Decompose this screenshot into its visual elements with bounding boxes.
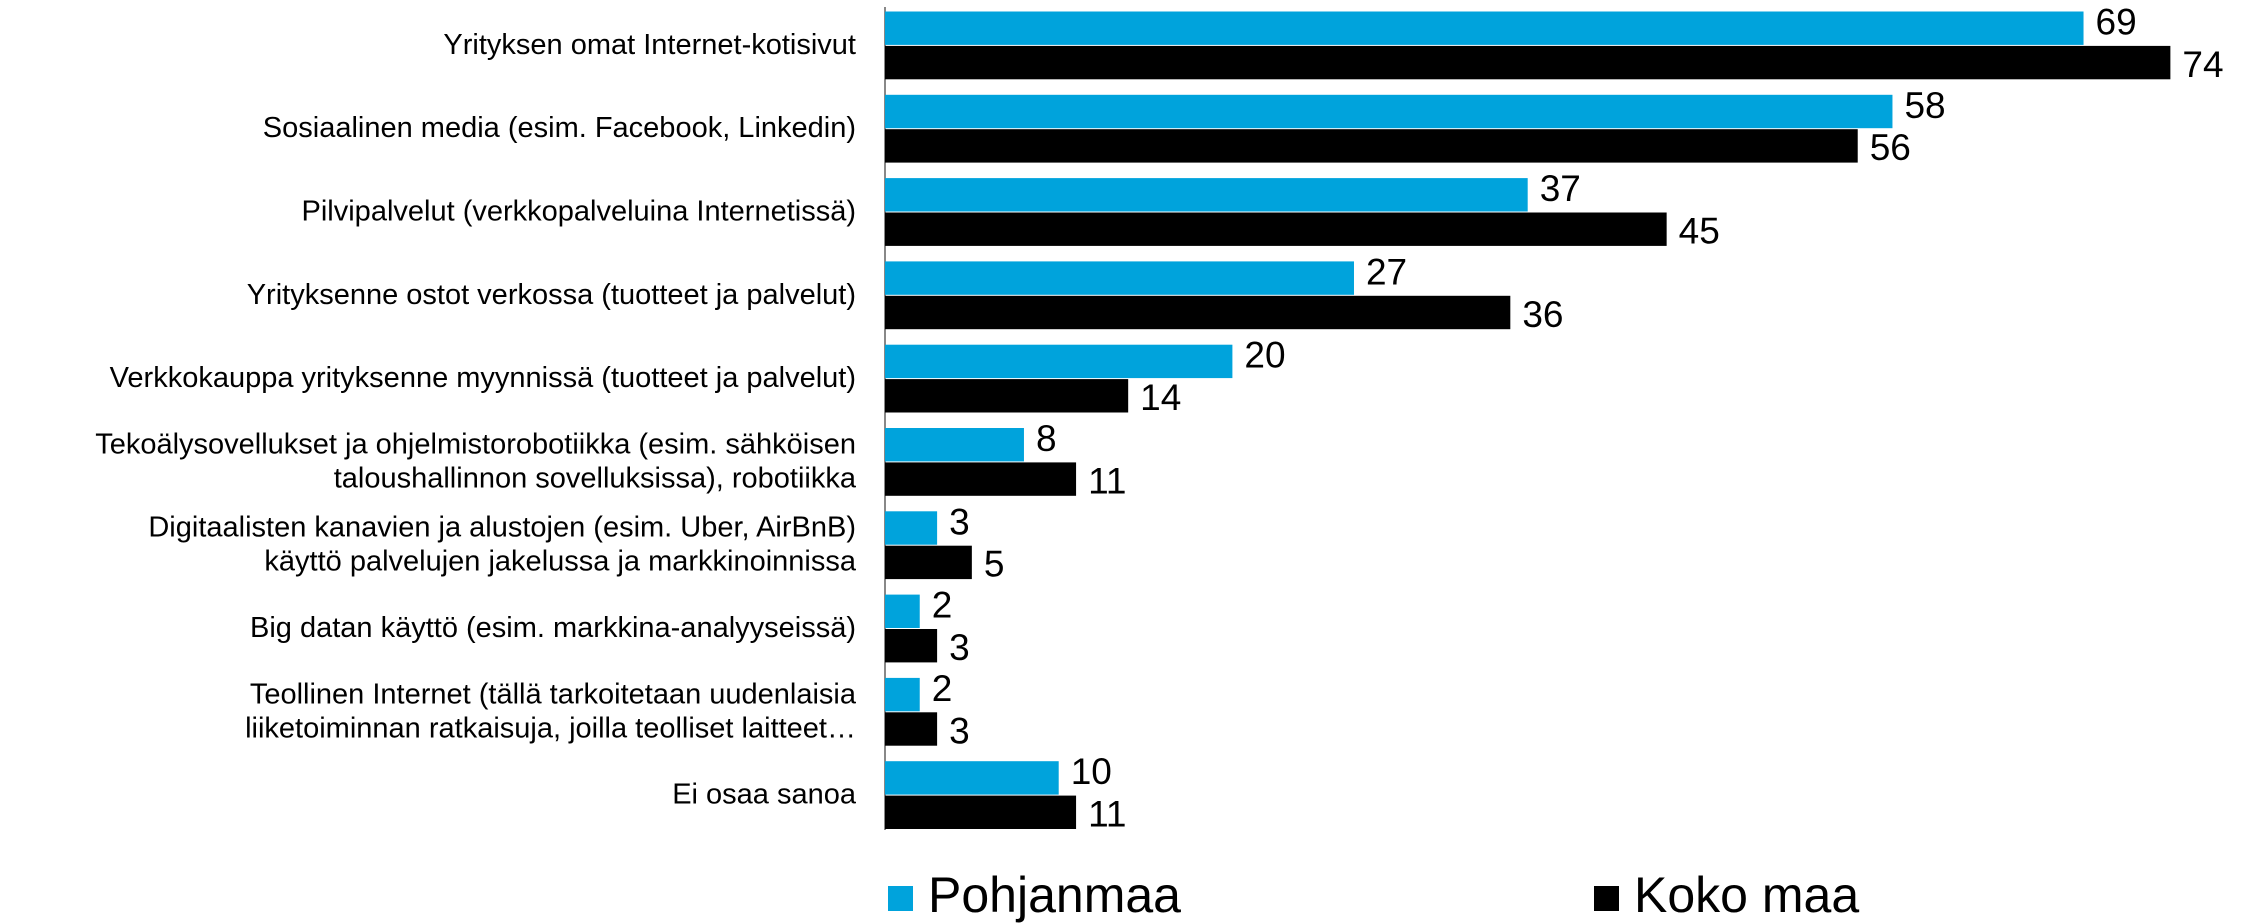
legend-label: Koko maa [1634, 867, 1859, 923]
bar [885, 462, 1077, 496]
bar [885, 379, 1129, 413]
value-label: 56 [1870, 127, 1911, 168]
value-label: 74 [2182, 44, 2223, 85]
value-label: 36 [1522, 294, 1563, 335]
bar [885, 295, 1511, 330]
value-label: 58 [1904, 85, 1945, 126]
category-label: Yrityksen omat Internet-kotisivut [443, 29, 856, 61]
bar [885, 178, 1528, 212]
value-label: 14 [1140, 377, 1181, 418]
category-label: Pilvipalvelut (verkkopalveluina Internet… [302, 195, 856, 227]
value-label: 3 [949, 501, 970, 542]
category-label: Yrityksenne ostot verkossa (tuotteet ja … [247, 278, 856, 310]
value-label: 8 [1036, 418, 1057, 459]
bar [885, 129, 1858, 163]
bar [885, 428, 1024, 462]
value-label: 27 [1366, 251, 1407, 292]
bar [885, 344, 1233, 379]
category-label: Big datan käyttö (esim. markkina-analyys… [250, 612, 856, 644]
bar [885, 795, 1077, 829]
bar [885, 11, 2084, 45]
value-label: 20 [1244, 335, 1285, 376]
category-label: Tekoälysovellukset ja ohjelmistorobotiik… [95, 428, 857, 494]
bar [885, 511, 938, 545]
legend-swatch [888, 886, 913, 911]
value-label: 37 [1540, 168, 1581, 209]
value-label: 5 [984, 544, 1005, 585]
bar [885, 677, 920, 712]
bar [885, 545, 972, 580]
category-label: Ei osaa sanoa [672, 778, 857, 810]
value-label: 10 [1071, 751, 1112, 792]
value-label: 69 [2096, 1, 2137, 42]
legend-swatch [1594, 886, 1619, 911]
category-label: Digitaalisten kanavien ja alustojen (esi… [148, 511, 857, 577]
category-label: Teollinen Internet (tällä tarkoitetaan u… [245, 678, 857, 744]
bar [885, 629, 938, 663]
legend-label: Pohjanmaa [928, 867, 1181, 923]
value-label: 45 [1679, 210, 1720, 251]
value-label: 2 [932, 668, 953, 709]
category-label: Verkkokauppa yrityksenne myynnissä (tuot… [110, 362, 856, 394]
bar [885, 45, 2171, 80]
value-label: 2 [932, 585, 953, 626]
category-label: Sosiaalinen media (esim. Facebook, Linke… [263, 112, 856, 144]
bar [885, 761, 1059, 795]
bar [885, 94, 1893, 129]
value-label: 3 [949, 710, 970, 751]
value-label: 3 [949, 627, 970, 668]
bar [885, 712, 938, 746]
value-label: 11 [1088, 794, 1126, 835]
bar [885, 212, 1667, 246]
bar [885, 261, 1354, 295]
bar [885, 594, 920, 628]
value-label: 11 [1088, 460, 1126, 501]
